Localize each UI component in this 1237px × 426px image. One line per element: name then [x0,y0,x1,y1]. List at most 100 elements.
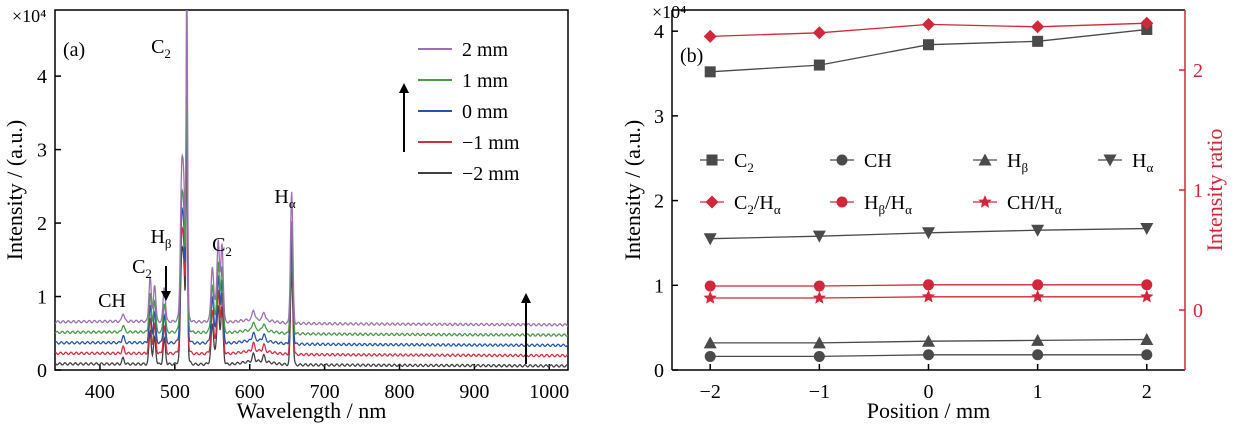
legend-marker [978,195,992,208]
data-point [704,66,716,78]
spectrum-line [55,70,568,348]
data-point [812,26,826,40]
legend-label: CH [864,150,892,172]
legend-label: −1 mm [462,132,520,154]
data-point [812,336,826,349]
y-tick-label: 4 [654,21,664,43]
data-point [813,59,825,71]
y-tick-label: 0 [654,360,664,382]
data-point [1032,349,1044,361]
data-point [923,279,934,291]
data-point [922,17,935,31]
y-tick-label: 2 [37,213,47,235]
data-point [1141,279,1153,291]
y-axis-label: Intensity / (a.u.) [2,120,27,261]
legend-marker [705,195,719,209]
x-tick-label: 2 [1142,381,1152,403]
y-axis-label: Intensity / (a.u.) [620,120,645,261]
data-point [922,227,935,240]
x-tick-label: 500 [160,381,190,403]
x-tick-label: 800 [384,381,414,403]
x-tick-label: 0 [924,381,934,403]
legend-marker [1103,154,1117,167]
legend-marker [706,154,718,166]
data-point [813,280,825,292]
panel-a: 400 500 600 700 800 900 1000 0 1 2 3 4 ×10⁴ Wavelengt… [2,6,569,423]
y-tick-label: 3 [37,140,47,162]
y-right-tick-label: 2 [1193,60,1203,82]
legend-label: Hα [1132,150,1153,175]
x-tick-label: 1000 [529,381,569,403]
data-point [812,230,826,243]
plot-frame [54,9,569,371]
legend-label: CH/Hα [1007,192,1062,217]
spectrum-line [55,123,568,368]
x-axis-label: Wavelength / nm [237,398,387,423]
peak-annotation: C2 [132,256,152,281]
legend-label: 2 mm [462,39,509,61]
data-point [703,336,717,349]
legend-label: C2/Hα [734,192,781,217]
data-point [703,291,717,304]
data-point [1032,35,1044,47]
data-point [1140,223,1154,236]
y-tick-label: 2 [654,191,664,213]
x-tick-label: −1 [809,381,830,403]
x-tick-label: 600 [235,381,265,403]
peak-annotation: CH [98,290,126,312]
data-point [1032,279,1044,291]
y-right-tick-label: 1 [1193,180,1203,202]
spectra [55,10,568,368]
data-point [1031,289,1045,303]
legend-marker [836,196,848,208]
panel-b: −2 −1 0 1 2 0 1 2 3 4 0 1 2 ×10⁴ Position / mm Intensit… [620,2,1227,423]
x-tick-label: −2 [700,381,721,403]
x-tick-label: 400 [85,381,115,403]
panel-label: (a) [63,39,85,61]
y-tick-label: 0 [37,360,47,382]
legend-label: Hβ [1007,150,1028,175]
spectrum-line [55,10,568,327]
peak-annotation: C2 [151,36,171,61]
peak-annotation: Hα [274,186,295,211]
data-point [703,29,717,43]
data-point [922,334,935,347]
peak-annotation: C2 [212,234,232,259]
data-point [1031,224,1045,237]
data-point [1031,20,1045,34]
legend-label: C2 [734,150,754,175]
y-tick-label: 1 [654,275,664,297]
legend-label: 0 mm [462,101,509,123]
data-point [1140,289,1154,303]
data-point [1031,333,1045,346]
legend-label: 1 mm [462,70,509,92]
panel-label: (b) [680,45,703,67]
x-tick-label: 900 [459,381,489,403]
data-point [1140,333,1154,346]
y-right-axis-label: Intensity ratio [1202,129,1227,252]
spectrum-line [55,96,568,358]
data-point [923,39,934,51]
data-point [812,291,826,304]
data-point [1141,349,1153,361]
peak-annotation: Hβ [150,226,171,251]
legend-marker [978,153,992,166]
x-tick-label: 1 [1033,381,1043,403]
legend-label: −2 mm [462,163,520,185]
data-point [923,349,934,361]
data-point [703,233,717,246]
data-point [813,350,825,362]
y-exponent: ×10⁴ [12,6,46,26]
legend-label: Hβ/Hα [864,192,912,217]
y-exponent: ×10⁴ [652,2,686,22]
legend-marker [836,154,848,166]
y-right-tick-label: 0 [1193,300,1203,322]
y-tick-label: 1 [37,287,47,309]
data-point [704,280,716,292]
x-tick-label: 700 [310,381,340,403]
y-tick-label: 4 [37,66,47,88]
data-point [921,289,936,303]
x-axis-label: Position / mm [867,398,990,423]
data-point [1140,16,1154,30]
